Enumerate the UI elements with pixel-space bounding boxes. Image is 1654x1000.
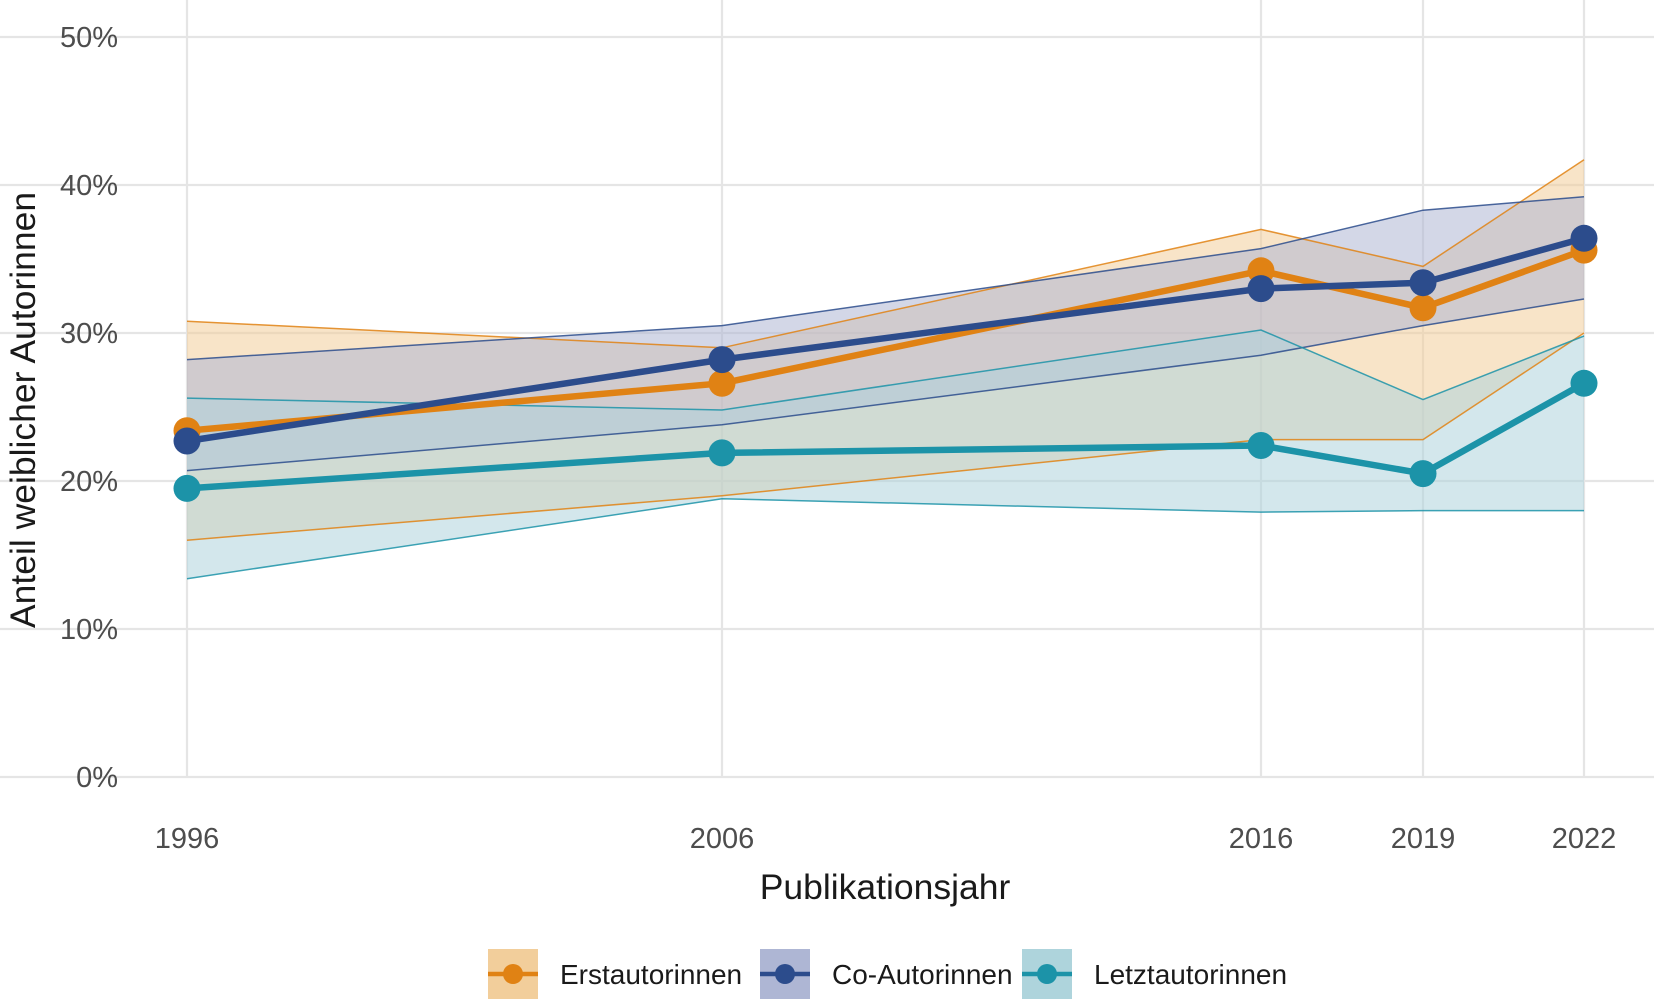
svg-text:1996: 1996	[155, 823, 220, 855]
svg-text:2016: 2016	[1229, 823, 1294, 855]
svg-text:2019: 2019	[1391, 823, 1456, 855]
svg-text:2006: 2006	[690, 823, 755, 855]
svg-text:20%: 20%	[60, 466, 118, 498]
svg-text:10%: 10%	[60, 614, 118, 646]
svg-text:50%: 50%	[60, 22, 118, 54]
svg-text:Erstautorinnen: Erstautorinnen	[560, 959, 742, 990]
svg-text:Letztautorinnen: Letztautorinnen	[1094, 959, 1287, 990]
svg-text:40%: 40%	[60, 170, 118, 202]
svg-text:Publikationsjahr: Publikationsjahr	[760, 867, 1011, 907]
svg-text:0%: 0%	[76, 762, 118, 794]
svg-text:30%: 30%	[60, 318, 118, 350]
svg-text:Anteil weiblicher Autorinnen: Anteil weiblicher Autorinnen	[3, 192, 43, 628]
svg-text:2022: 2022	[1552, 823, 1617, 855]
svg-text:Co-Autorinnen: Co-Autorinnen	[832, 959, 1013, 990]
